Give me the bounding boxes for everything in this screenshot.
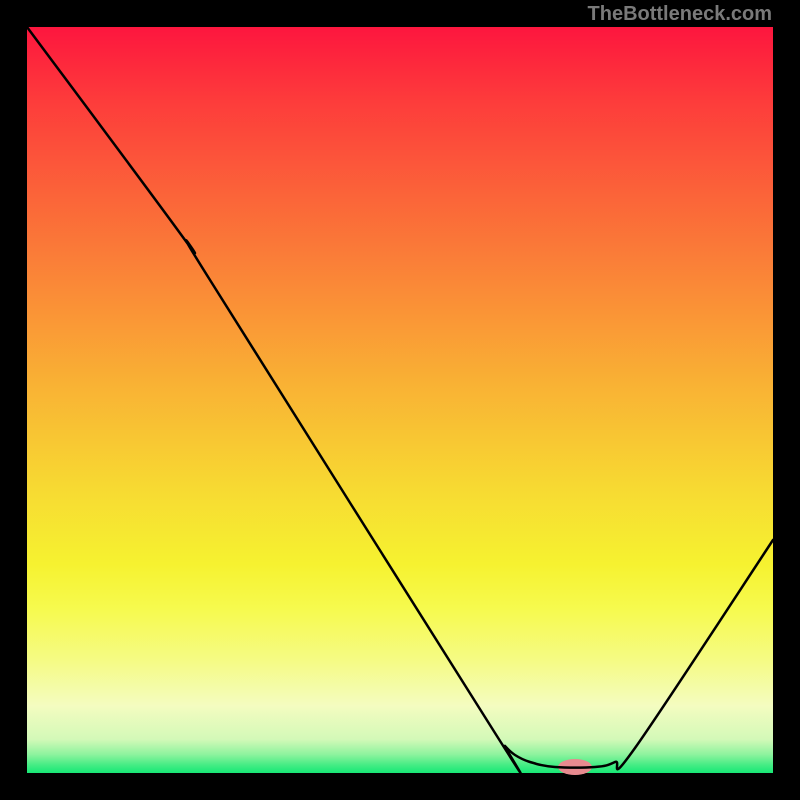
watermark-text: TheBottleneck.com: [588, 3, 772, 26]
plot-background: [27, 27, 773, 773]
bottleneck-chart: [0, 0, 800, 800]
